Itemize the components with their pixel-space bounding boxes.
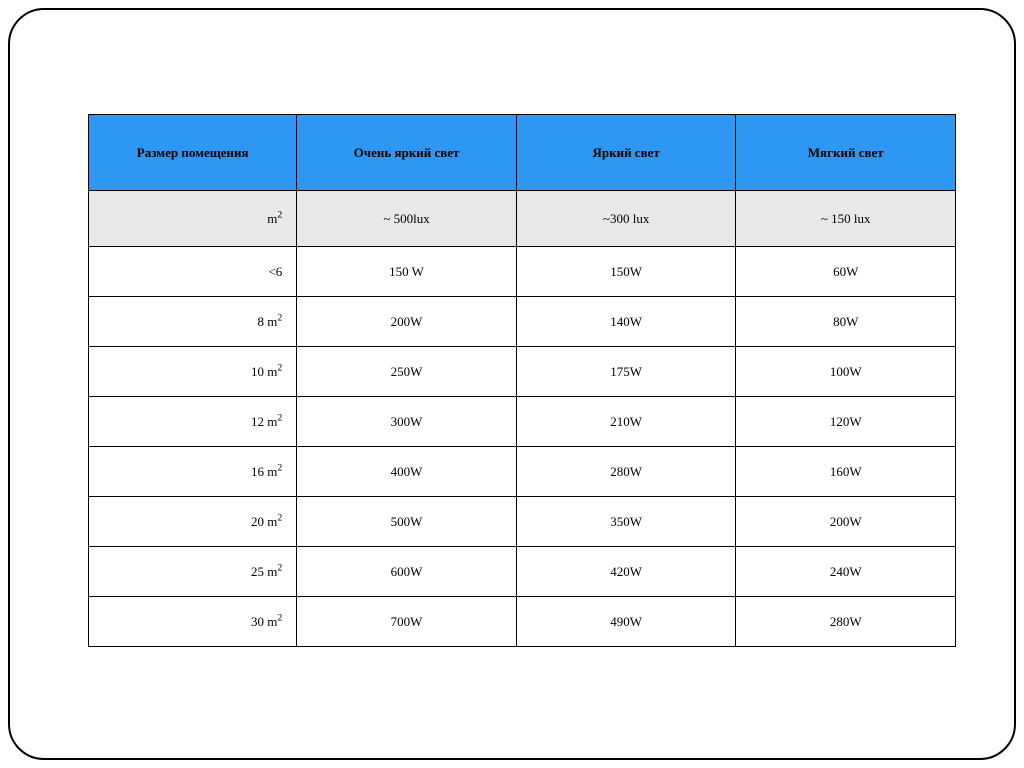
- cell-room-size: 12 m2: [89, 397, 297, 447]
- cell-value: 600W: [297, 547, 517, 597]
- subheader-unit: m2: [89, 191, 297, 247]
- cell-value: 160W: [736, 447, 956, 497]
- cell-value: 490W: [516, 597, 736, 647]
- table-row: 8 m2200W140W80W: [89, 297, 956, 347]
- table-row: 20 m2500W350W200W: [89, 497, 956, 547]
- cell-value: 200W: [297, 297, 517, 347]
- col-header-soft: Мягкий свет: [736, 115, 956, 191]
- subheader-very-bright: ~ 500lux: [297, 191, 517, 247]
- cell-value: 250W: [297, 347, 517, 397]
- table-subheader-row: m2 ~ 500lux ~300 lux ~ 150 lux: [89, 191, 956, 247]
- cell-value: 150 W: [297, 247, 517, 297]
- cell-value: 240W: [736, 547, 956, 597]
- cell-value: 80W: [736, 297, 956, 347]
- lighting-table: Размер помещения Очень яркий свет Яркий …: [88, 114, 956, 647]
- cell-room-size: 30 m2: [89, 597, 297, 647]
- cell-value: 400W: [297, 447, 517, 497]
- cell-value: 420W: [516, 547, 736, 597]
- cell-room-size: 8 m2: [89, 297, 297, 347]
- table-row: 12 m2300W210W120W: [89, 397, 956, 447]
- cell-value: 140W: [516, 297, 736, 347]
- cell-value: 60W: [736, 247, 956, 297]
- col-header-very-bright: Очень яркий свет: [297, 115, 517, 191]
- cell-room-size: 25 m2: [89, 547, 297, 597]
- cell-value: 350W: [516, 497, 736, 547]
- cell-value: 100W: [736, 347, 956, 397]
- cell-value: 175W: [516, 347, 736, 397]
- cell-value: 280W: [516, 447, 736, 497]
- slide-frame: Размер помещения Очень яркий свет Яркий …: [8, 8, 1016, 760]
- table-header-row: Размер помещения Очень яркий свет Яркий …: [89, 115, 956, 191]
- table-row: 30 m2700W490W280W: [89, 597, 956, 647]
- cell-value: 700W: [297, 597, 517, 647]
- cell-room-size: 16 m2: [89, 447, 297, 497]
- cell-value: 150W: [516, 247, 736, 297]
- cell-room-size: 10 m2: [89, 347, 297, 397]
- subheader-bright: ~300 lux: [516, 191, 736, 247]
- cell-value: 210W: [516, 397, 736, 447]
- cell-room-size: 20 m2: [89, 497, 297, 547]
- table-row: <6150 W150W60W: [89, 247, 956, 297]
- col-header-room-size: Размер помещения: [89, 115, 297, 191]
- lighting-table-container: Размер помещения Очень яркий свет Яркий …: [88, 114, 956, 647]
- cell-value: 200W: [736, 497, 956, 547]
- table-row: 10 m2250W175W100W: [89, 347, 956, 397]
- table-row: 16 m2400W280W160W: [89, 447, 956, 497]
- cell-room-size: <6: [89, 247, 297, 297]
- cell-value: 120W: [736, 397, 956, 447]
- cell-value: 500W: [297, 497, 517, 547]
- cell-value: 300W: [297, 397, 517, 447]
- col-header-bright: Яркий свет: [516, 115, 736, 191]
- cell-value: 280W: [736, 597, 956, 647]
- subheader-soft: ~ 150 lux: [736, 191, 956, 247]
- table-row: 25 m2600W420W240W: [89, 547, 956, 597]
